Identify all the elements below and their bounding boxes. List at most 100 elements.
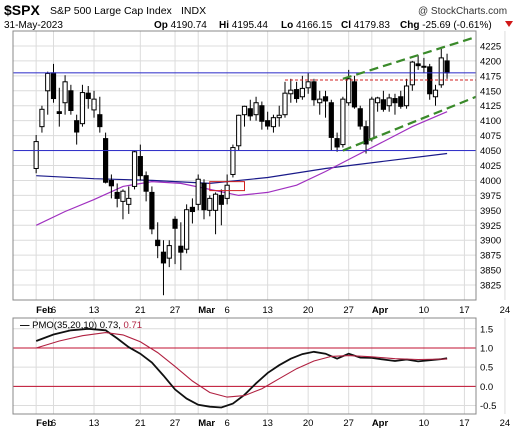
ohlc-value: 4195.44 — [232, 20, 269, 31]
candle — [155, 222, 161, 259]
candle — [91, 90, 97, 118]
pmo-pmo-line — [35, 327, 448, 409]
candle-body-down — [322, 96, 329, 102]
price-y-tick-label: 4025 — [480, 161, 501, 172]
candle-body-down — [172, 218, 178, 229]
candle — [201, 179, 207, 220]
pmo-x-tick-label: 20 — [303, 418, 314, 429]
price-x-tick-label: 13 — [262, 305, 273, 316]
price-x-tick-label: 24 — [500, 305, 511, 316]
price-y-tick-label: 4000 — [480, 176, 501, 187]
candle-body-down — [97, 114, 103, 128]
candle-body-up — [131, 151, 138, 187]
price-y-tick-label: 3875 — [480, 251, 501, 262]
candle-body-up — [346, 78, 352, 104]
candle — [166, 240, 172, 268]
candle-body-up — [253, 102, 259, 116]
candle — [195, 174, 201, 211]
pmo-plot-area — [13, 318, 476, 414]
candle — [276, 105, 282, 127]
price-y-tick-label: 3950 — [480, 206, 501, 217]
candle — [114, 183, 120, 208]
candle — [270, 114, 277, 133]
pmo-signal-line — [36, 332, 448, 398]
candle — [398, 90, 404, 109]
candle-body-up — [79, 92, 86, 125]
pmo-signal-value: 0.71 — [124, 320, 143, 331]
candle — [230, 144, 236, 178]
candle-body-down — [103, 138, 109, 183]
candle-body-up — [45, 72, 51, 92]
price-x-tick-label: 21 — [135, 305, 146, 316]
candle — [282, 81, 288, 118]
price-y-tick-label: 4050 — [480, 146, 501, 157]
ohlc-item-hi: Hi 4195.44 — [219, 20, 268, 31]
price-y-tick-label: 4175 — [480, 71, 501, 82]
candle-body-down — [114, 191, 120, 199]
candle-body-up — [288, 89, 294, 95]
pmo-indicator-label: PMO(35,20,10) — [32, 320, 100, 331]
pmo-y-tick-label: 1.0 — [480, 343, 493, 354]
candle-body-down — [68, 90, 74, 112]
candle-body-up — [241, 105, 248, 116]
candle — [375, 96, 381, 112]
candle — [322, 90, 329, 118]
ohlc-item-chg: Chg -25.69 (-0.61%) — [400, 20, 492, 31]
candle-body-up — [409, 61, 415, 86]
pmo-x-tick-label: Feb — [36, 418, 53, 429]
candle — [247, 99, 253, 121]
pmo-frame — [12, 317, 477, 415]
candle — [56, 87, 62, 127]
candle-body-up — [230, 147, 236, 175]
candle — [68, 84, 74, 115]
candle — [149, 186, 155, 235]
price-y-tick-label: 4200 — [480, 56, 501, 67]
candle-body-up — [270, 117, 277, 128]
candle-body-up — [224, 184, 230, 199]
candle-body-down — [247, 108, 253, 117]
candle-body-down — [293, 89, 300, 100]
change-down-icon — [505, 21, 513, 27]
price-x-tick-label: 6 — [51, 305, 56, 316]
candle — [108, 174, 114, 199]
candle-body-down — [444, 60, 450, 74]
pmo-x-tick-label: 13 — [89, 418, 100, 429]
candle-body-down — [265, 120, 271, 127]
candle — [218, 189, 224, 226]
pmo-y-tick-label: 0.5 — [480, 363, 493, 374]
candle-body-down — [398, 96, 404, 107]
candle-body-up — [62, 81, 68, 104]
price-y-tick-label: 4075 — [480, 131, 501, 142]
candle — [369, 96, 375, 142]
annotation-channel-line — [342, 95, 477, 152]
candle-body-down — [415, 63, 421, 67]
price-y-tick-label: 3925 — [480, 221, 501, 232]
ohlc-item-lo: Lo 4166.15 — [281, 20, 333, 31]
price-y-tick-label: 3825 — [480, 281, 501, 292]
candle — [45, 71, 51, 115]
candle — [241, 105, 248, 127]
candle-body-up — [39, 108, 45, 128]
sma-50-line — [35, 111, 448, 226]
candle — [160, 240, 167, 296]
candle — [346, 69, 352, 106]
candle-body-up — [386, 97, 392, 107]
candle-body-down — [380, 99, 386, 110]
candle-body-down — [259, 105, 265, 122]
pmo-y-tick-label: -0.5 — [480, 401, 496, 412]
price-x-tick-label: 20 — [303, 305, 314, 316]
pmo-x-tick-label: 13 — [262, 418, 273, 429]
candle-body-up — [276, 114, 282, 119]
pmo-x-tick-label: 6 — [224, 418, 229, 429]
pmo-x-tick-label: 17 — [459, 418, 470, 429]
candle — [39, 105, 45, 133]
pmo-legend: — PMO(35,20,10) 0.73, 0.71 — [20, 320, 142, 331]
candle — [207, 195, 213, 217]
candle-body-down — [155, 239, 161, 247]
candle-body-up — [432, 89, 439, 98]
candle-body-up — [340, 98, 346, 146]
candle — [85, 85, 91, 109]
pmo-y-tick-label: 1.5 — [480, 324, 493, 335]
price-x-tick-label: 13 — [89, 305, 100, 316]
candle — [328, 99, 334, 151]
